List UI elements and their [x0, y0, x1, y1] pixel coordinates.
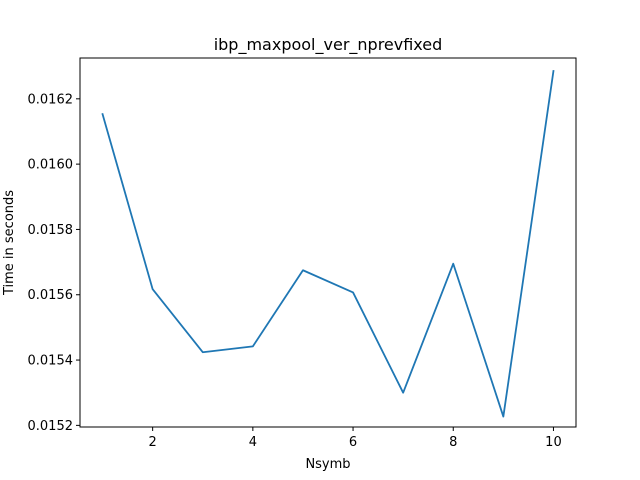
y-tick-label: 0.0156 [28, 288, 74, 303]
x-axis-label: Nsymb [305, 457, 350, 472]
series-line [101, 70, 555, 418]
y-axis-ticks: 0.0152 0.0154 0.0156 0.0158 0.0160 0.0162 [28, 92, 80, 434]
y-tick-label: 0.0158 [28, 223, 74, 238]
plot-frame [79, 57, 577, 428]
y-axis-label: Time in seconds [2, 190, 17, 296]
x-tick-label: 8 [449, 435, 457, 450]
series-layer [101, 70, 555, 418]
x-tick-label: 2 [149, 435, 157, 450]
chart-title: ibp_maxpool_ver_nprevfixed [214, 35, 443, 55]
y-tick-label: 0.0162 [28, 92, 74, 107]
x-tick-label: 6 [349, 435, 357, 450]
y-tick-label: 0.0154 [28, 354, 74, 369]
y-tick-label: 0.0152 [28, 419, 74, 434]
y-tick-label: 0.0160 [28, 158, 74, 173]
x-tick-label: 4 [249, 435, 257, 450]
x-axis-ticks: 2 4 6 8 10 [149, 427, 562, 450]
x-tick-label: 10 [545, 435, 562, 450]
